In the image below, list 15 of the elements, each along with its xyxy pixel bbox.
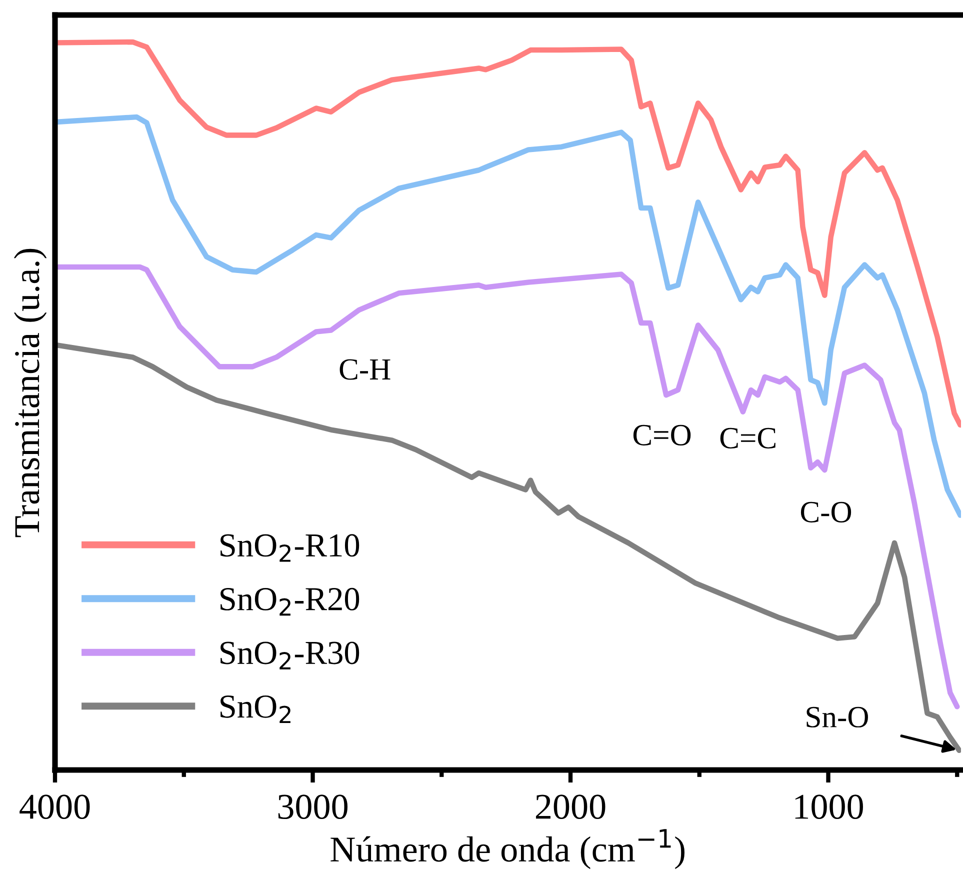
annotation: Sn-O (806, 706, 868, 728)
x-tick-label: 2000 (536, 794, 606, 820)
annotation: C-H (340, 359, 390, 380)
x-axis-title: Número de onda (cm$^{−1}$) (330, 829, 684, 870)
legend-label: SnO$_{2}$ (220, 695, 290, 724)
legend-label: SnO$_{2}$-R30 (220, 642, 360, 670)
annotation: C=O (633, 424, 691, 446)
x-tick-label: 1000 (795, 794, 863, 820)
legend-label: SnO$_{2}$-R10 (220, 534, 360, 562)
y-axis-title: Transmitancia (u.a.) (14, 248, 47, 538)
legend-label: SnO$_{2}$-R20 (220, 588, 360, 616)
annotation: C-O (800, 502, 852, 522)
x-tick-label: 4000 (20, 794, 90, 820)
annotation: C=C (720, 428, 776, 448)
x-tick-label: 3000 (278, 794, 348, 820)
